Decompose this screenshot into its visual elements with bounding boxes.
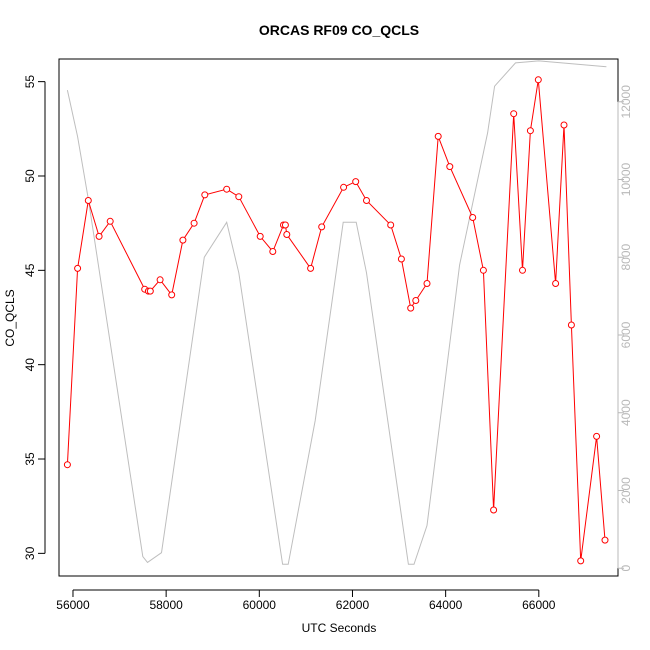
data-point bbox=[552, 280, 560, 287]
data-point bbox=[84, 197, 92, 204]
primary-series-line bbox=[66, 79, 606, 561]
data-point bbox=[387, 221, 395, 229]
data-point bbox=[560, 121, 568, 129]
y-tick-label: 30 bbox=[23, 546, 37, 560]
data-point bbox=[397, 255, 405, 263]
data-point bbox=[283, 231, 291, 238]
data-point bbox=[577, 557, 585, 565]
y2-tick-label: 0 bbox=[619, 565, 633, 572]
data-point bbox=[179, 236, 187, 244]
data-point bbox=[423, 280, 431, 287]
y-axis-label: CO_QCLS bbox=[3, 289, 17, 346]
x-tick-label: 66000 bbox=[522, 598, 556, 612]
data-point bbox=[352, 178, 360, 186]
data-point bbox=[63, 461, 71, 469]
data-point bbox=[223, 185, 231, 193]
plot-frame bbox=[58, 58, 619, 577]
data-point bbox=[235, 193, 243, 201]
chart-title: ORCAS RF09 CO_QCLS bbox=[259, 22, 419, 38]
y2-tick-label: 12000 bbox=[619, 85, 633, 119]
data-point bbox=[363, 197, 370, 204]
data-point bbox=[407, 304, 415, 312]
x-tick-label: 62000 bbox=[336, 598, 370, 612]
y-tick-label: 40 bbox=[23, 358, 37, 372]
data-point bbox=[434, 132, 442, 140]
x-tick-label: 56000 bbox=[56, 598, 90, 612]
data-point bbox=[281, 221, 289, 229]
data-point bbox=[307, 264, 315, 272]
data-point bbox=[95, 232, 103, 240]
data-point bbox=[490, 506, 498, 514]
y-tick-label: 55 bbox=[23, 75, 37, 89]
data-point bbox=[567, 321, 575, 329]
data-point bbox=[412, 297, 420, 304]
y2-tick-label: 10000 bbox=[619, 162, 633, 196]
data-point bbox=[479, 266, 487, 274]
x-tick-label: 60000 bbox=[243, 598, 277, 612]
x-tick-label: 58000 bbox=[149, 598, 183, 612]
data-point bbox=[201, 191, 209, 199]
primary-series-layer bbox=[63, 76, 609, 565]
data-point bbox=[601, 536, 609, 544]
secondary-series-line bbox=[66, 60, 607, 565]
secondary-series-layer bbox=[66, 60, 607, 565]
data-point bbox=[340, 183, 348, 191]
data-point bbox=[106, 217, 114, 225]
x-tick-label: 64000 bbox=[429, 598, 463, 612]
data-point bbox=[269, 248, 277, 255]
data-point bbox=[256, 232, 264, 240]
data-point bbox=[593, 432, 601, 440]
data-point bbox=[168, 291, 176, 299]
data-point bbox=[534, 76, 542, 84]
data-point bbox=[318, 223, 326, 231]
y2-axis: 0 2000 4000 6000 8000 10000 12000 bbox=[617, 85, 633, 572]
data-point bbox=[74, 264, 82, 272]
data-point bbox=[526, 127, 534, 135]
data-point bbox=[190, 219, 198, 227]
data-point bbox=[469, 214, 477, 221]
x-axis: 56000 58000 60000 62000 64000 66000 bbox=[56, 589, 556, 612]
y-axis: 30 35 40 45 50 55 bbox=[23, 75, 46, 560]
y2-tick-label: 2000 bbox=[619, 477, 633, 504]
y2-tick-label: 6000 bbox=[619, 321, 633, 348]
x-axis-label: UTC Seconds bbox=[302, 621, 377, 635]
data-point bbox=[446, 163, 454, 171]
y-tick-label: 35 bbox=[23, 452, 37, 466]
y2-tick-label: 4000 bbox=[619, 399, 633, 426]
y-tick-label: 50 bbox=[23, 169, 37, 183]
data-point bbox=[146, 287, 154, 295]
data-point bbox=[156, 276, 164, 284]
y-tick-label: 45 bbox=[23, 263, 37, 277]
data-point bbox=[519, 266, 526, 274]
y2-tick-label: 8000 bbox=[619, 244, 633, 271]
data-point bbox=[510, 110, 518, 118]
